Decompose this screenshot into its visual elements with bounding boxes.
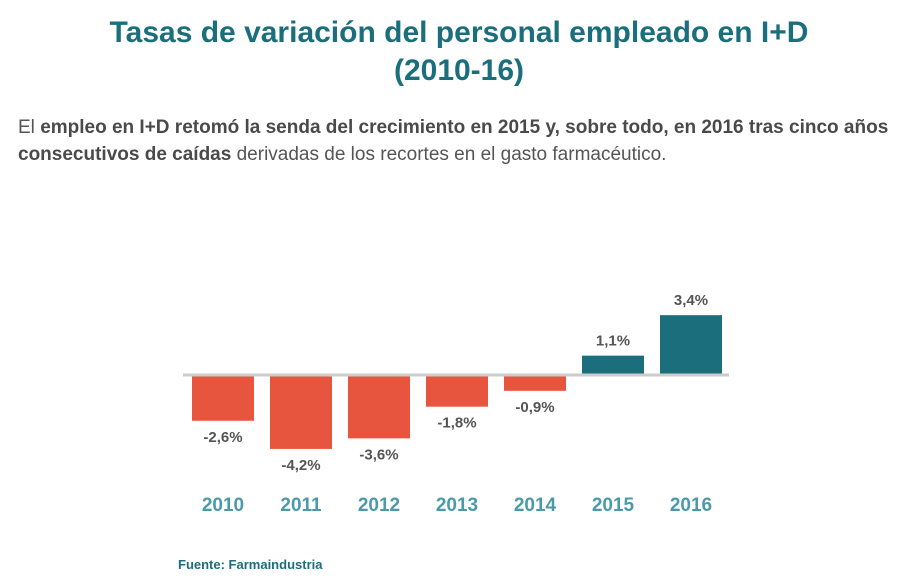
value-label-2014: -0,9% xyxy=(515,399,554,416)
subtitle-part-2: derivadas de los recortes en el gasto fa… xyxy=(231,144,667,165)
source-note: Fuente: Farmaindustria xyxy=(178,557,323,572)
subtitle-bold: empleo en I+D retomó la senda del crecim… xyxy=(18,117,889,165)
value-label-2010: -2,6% xyxy=(203,429,242,446)
chart-subtitle: El empleo en I+D retomó la senda del cre… xyxy=(18,114,898,168)
value-label-2011: -4,2% xyxy=(281,457,320,474)
year-label-2010: 2010 xyxy=(202,495,244,516)
year-label-2016: 2016 xyxy=(670,495,712,516)
bar-2014 xyxy=(504,375,566,391)
chart-title: Tasas de variación del personal empleado… xyxy=(0,14,918,90)
value-label-2012: -3,6% xyxy=(359,446,398,463)
year-label-2012: 2012 xyxy=(358,495,400,516)
year-label-2014: 2014 xyxy=(514,495,557,516)
title-line-1: Tasas de variación del personal empleado… xyxy=(109,16,809,49)
value-label-2013: -1,8% xyxy=(437,415,476,432)
bar-2015 xyxy=(582,355,644,375)
bar-2011 xyxy=(270,375,332,449)
bar-2016 xyxy=(660,315,722,375)
year-label-2015: 2015 xyxy=(592,495,635,516)
bar-2013 xyxy=(426,375,488,407)
value-label-2016: 3,4% xyxy=(674,292,708,309)
subtitle-part-1: El xyxy=(18,117,41,138)
title-line-2: (2010-16) xyxy=(393,54,525,87)
bar-2010 xyxy=(192,375,254,421)
year-label-2013: 2013 xyxy=(436,495,478,516)
year-label-2011: 2011 xyxy=(280,495,322,516)
value-label-2015: 1,1% xyxy=(596,333,630,350)
bar-2012 xyxy=(348,375,410,439)
